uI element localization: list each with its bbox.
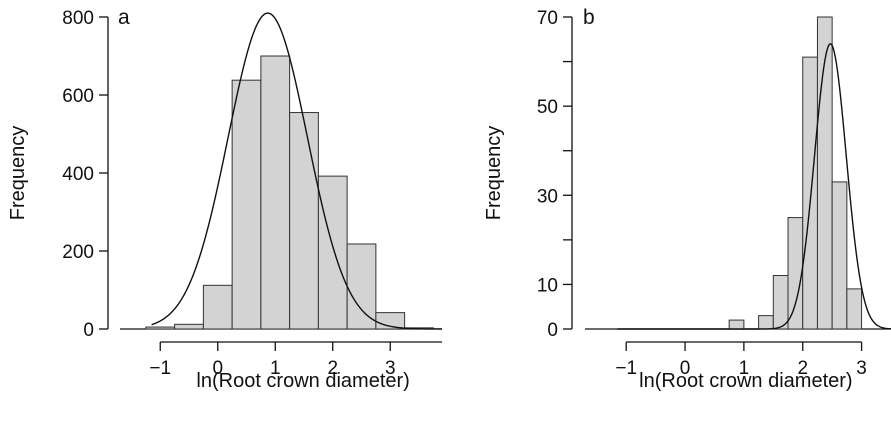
y-axis-title: Frequency (7, 126, 29, 221)
x-axis-title: ln(Root crown diameter) (196, 370, 409, 392)
panel-label: a (118, 6, 130, 29)
histogram-bar (758, 315, 774, 330)
histogram-bar (831, 181, 848, 330)
x-tick-label: 3 (385, 358, 396, 379)
histogram-bar (772, 275, 789, 330)
histogram-panel-a: 0 200 400 600 800 −1 0 1 2 3ln(Root crown diamete… (7, 6, 442, 392)
histogram-bar (145, 326, 176, 330)
x-tick-label: 0 (680, 358, 691, 379)
y-tick-label: 30 (537, 186, 558, 207)
y-tick-label: 600 (62, 86, 94, 107)
histogram-bar (802, 56, 818, 330)
x-tick-label: 0 (212, 358, 223, 379)
histogram-bar (816, 16, 833, 330)
fitted-density-curve (151, 12, 442, 330)
x-tick-label: −1 (615, 358, 637, 379)
y-tick-label: 0 (547, 320, 558, 341)
histogram-bar (346, 243, 377, 330)
x-axis-title: ln(Root crown diameter) (639, 370, 852, 392)
histogram-bar (317, 175, 348, 330)
x-tick-label: 3 (856, 358, 867, 379)
histogram-bar (231, 79, 262, 330)
y-tick-label: 800 (62, 8, 94, 29)
histogram-bar (289, 112, 319, 330)
y-tick-label: 50 (537, 97, 558, 118)
y-tick-label: 70 (537, 8, 558, 29)
fitted-density-curve (617, 42, 891, 330)
y-axis-title: Frequency (483, 126, 505, 221)
histogram-bar (174, 323, 204, 330)
x-tick-label: −1 (149, 358, 171, 379)
histogram-bar (846, 288, 863, 330)
histogram-bar (728, 319, 745, 330)
histogram-bar (202, 284, 233, 330)
histogram-panel-b: 0 10 30 50 70 −1 0 1 2 3ln(Root crown diameter) Fr… (483, 6, 891, 392)
y-tick-label: 0 (83, 320, 94, 341)
panel-label: b (583, 6, 595, 29)
histogram-bar (260, 55, 291, 330)
x-tick-label: 1 (739, 358, 750, 379)
histogram-bar (787, 217, 804, 330)
y-tick-label: 200 (62, 242, 94, 263)
x-tick-label: 2 (797, 358, 808, 379)
x-tick-label: 1 (270, 358, 281, 379)
x-tick-label: 2 (327, 358, 338, 379)
y-tick-label: 10 (537, 275, 558, 296)
y-tick-label: 400 (62, 164, 94, 185)
